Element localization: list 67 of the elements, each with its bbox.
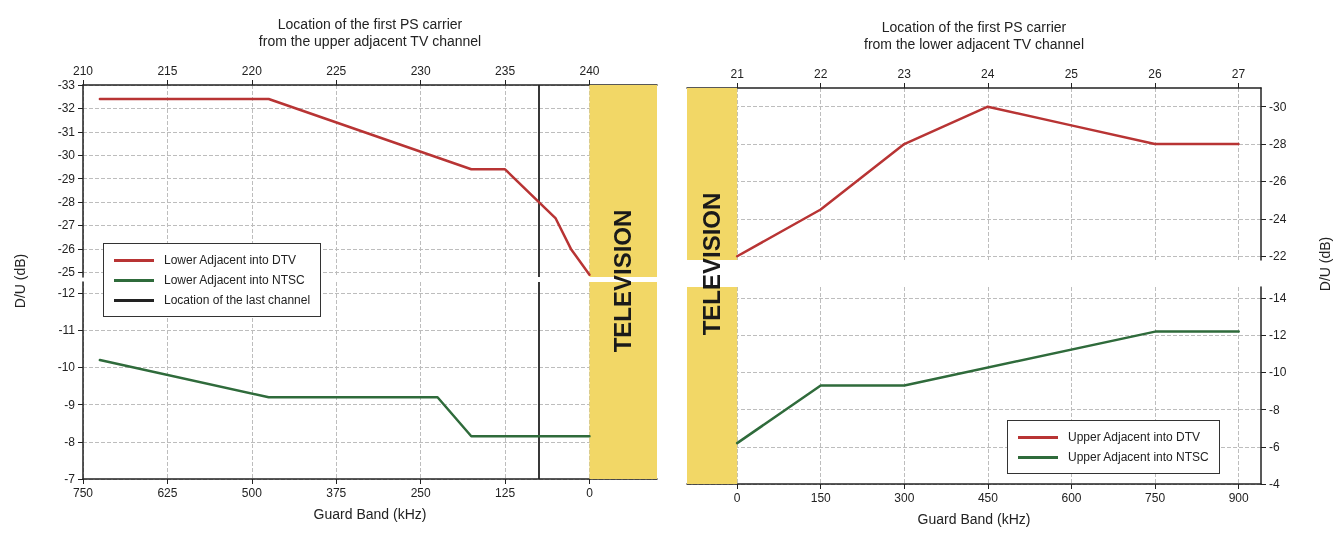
x-tick-label: 230 xyxy=(410,64,431,78)
x-axis-title: Guard Band (kHz) xyxy=(313,505,427,522)
y-tick-label: -30 xyxy=(1269,99,1287,114)
y-tick-label: -8 xyxy=(64,434,76,449)
x-axis-title: Location of the first PS carrier from the upper adjacent TV channel xyxy=(258,15,482,49)
x-tick-label: 22 xyxy=(814,67,828,81)
legend-label: Location of the last channel xyxy=(164,293,311,307)
x-tick-label: 21 xyxy=(730,67,745,81)
y-tick-label: -22 xyxy=(1269,249,1287,264)
x-tick-label: 750 xyxy=(1145,491,1166,505)
y-tick-label: -4 xyxy=(1269,477,1280,491)
x-tick-label: 220 xyxy=(241,64,263,78)
x-axis-title: Guard Band (kHz) xyxy=(917,510,1031,527)
y-tick-label: -29 xyxy=(57,171,76,186)
y-tick-label: -12 xyxy=(57,286,76,301)
x-tick-label: 500 xyxy=(241,486,263,500)
y-tick-label: -27 xyxy=(57,218,76,233)
y-tick-label: -30 xyxy=(57,148,76,163)
x-tick-label: 23 xyxy=(897,67,912,81)
y-tick-label: -31 xyxy=(57,124,76,139)
legend-label: Lower Adjacent into NTSC xyxy=(164,273,305,287)
y-tick-label: -25 xyxy=(57,265,76,280)
y-tick-label: -6 xyxy=(1269,439,1280,454)
y-tick-label: -10 xyxy=(57,360,76,375)
x-tick-label: 600 xyxy=(1061,491,1082,505)
x-tick-label: 300 xyxy=(894,491,915,505)
y-tick-label: -26 xyxy=(57,241,76,256)
x-tick-label: 450 xyxy=(977,491,999,505)
legend-label: Upper Adjacent into NTSC xyxy=(1068,450,1209,464)
x-tick-label: 625 xyxy=(157,486,178,500)
band-label: TELEVISION xyxy=(698,192,727,336)
x-tick-label: 150 xyxy=(810,491,832,505)
x-tick-label: 215 xyxy=(157,64,178,78)
y-tick-label: -24 xyxy=(1269,211,1287,226)
x-tick-label: 375 xyxy=(326,486,347,500)
y-tick-label: -9 xyxy=(64,397,76,412)
y-axis-title: D/U (dB) xyxy=(1317,236,1333,292)
x-tick-label: 0 xyxy=(733,491,741,505)
legend-label: Lower Adjacent into DTV xyxy=(164,253,297,267)
legend-label: Upper Adjacent into DTV xyxy=(1068,430,1201,444)
y-axis-title: D/U (dB) xyxy=(12,253,28,309)
x-tick-label: 750 xyxy=(72,486,94,500)
x-axis-title: Location of the first PS carrier from the lower adjacent TV channel xyxy=(864,18,1084,52)
x-tick-label: 900 xyxy=(1228,491,1250,505)
y-tick-label: -32 xyxy=(57,101,76,116)
y-tick-label: -10 xyxy=(1269,365,1287,380)
y-tick-label: -33 xyxy=(57,78,76,92)
y-tick-label: -7 xyxy=(64,472,76,486)
y-tick-label: -28 xyxy=(1269,137,1287,152)
x-tick-label: 240 xyxy=(579,64,600,78)
y-tick-label: -14 xyxy=(1269,291,1287,306)
x-tick-label: 26 xyxy=(1148,67,1162,81)
x-tick-label: 250 xyxy=(410,486,431,500)
y-tick-label: -8 xyxy=(1269,402,1280,417)
x-tick-label: 225 xyxy=(326,64,347,78)
y-tick-label: -11 xyxy=(58,323,76,338)
x-tick-label: 27 xyxy=(1231,67,1246,81)
x-tick-label: 24 xyxy=(981,67,995,81)
x-tick-label: 210 xyxy=(72,64,94,78)
y-tick-label: -28 xyxy=(57,195,76,210)
band-label: TELEVISION xyxy=(609,209,638,353)
x-tick-label: 0 xyxy=(586,486,594,500)
x-tick-label: 25 xyxy=(1064,67,1079,81)
x-tick-label: 125 xyxy=(495,486,516,500)
y-tick-label: -12 xyxy=(1269,328,1287,343)
y-tick-label: -26 xyxy=(1269,174,1287,189)
x-tick-label: 235 xyxy=(495,64,516,78)
